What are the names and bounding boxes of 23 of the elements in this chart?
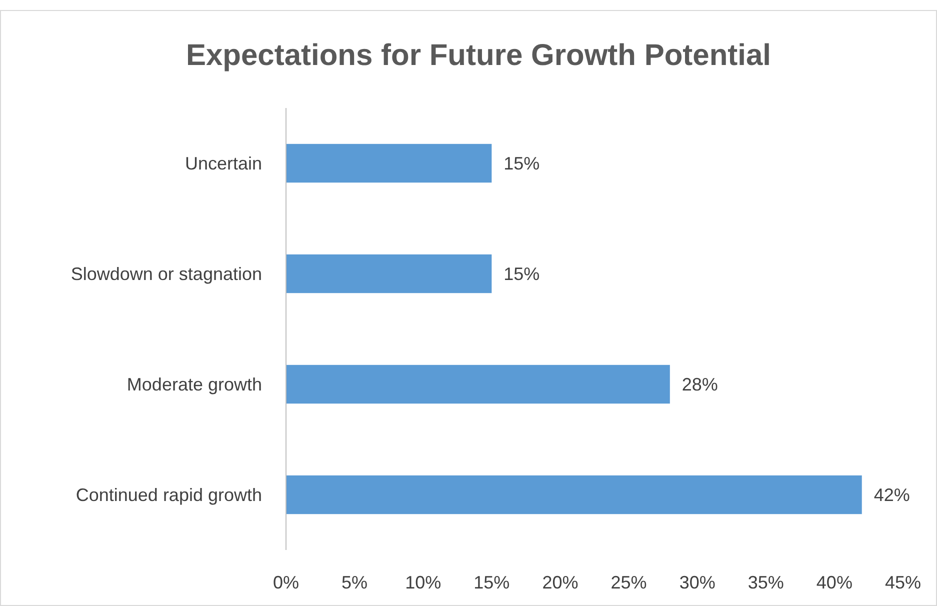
y-tick-label: Uncertain — [184, 154, 262, 174]
data-label: 28% — [682, 374, 718, 395]
x-tick-label: 30% — [679, 572, 716, 592]
data-label: 15% — [504, 154, 540, 174]
x-tick-label: 15% — [474, 572, 510, 592]
x-tick-label: 45% — [884, 572, 922, 592]
x-tick-label: 40% — [816, 572, 852, 592]
data-label: 42% — [874, 485, 910, 506]
x-tick-label: 25% — [610, 572, 647, 592]
bar — [286, 364, 670, 404]
x-tick-label: 10% — [405, 572, 442, 592]
x-tick-label: 20% — [542, 572, 578, 592]
x-tick-label: 35% — [748, 572, 784, 592]
chart-title: Expectations for Future Growth Potential — [186, 38, 772, 72]
y-tick-label: Moderate growth — [126, 374, 262, 395]
x-tick-label: 5% — [342, 572, 368, 592]
y-tick-label: Slowdown or stagnation — [70, 264, 262, 284]
x-tick-label: 0% — [272, 572, 300, 592]
y-tick-label: Continued rapid growth — [76, 485, 262, 506]
data-label: 15% — [504, 264, 540, 284]
bar — [286, 254, 492, 294]
bar — [286, 144, 492, 183]
bar — [286, 475, 862, 514]
